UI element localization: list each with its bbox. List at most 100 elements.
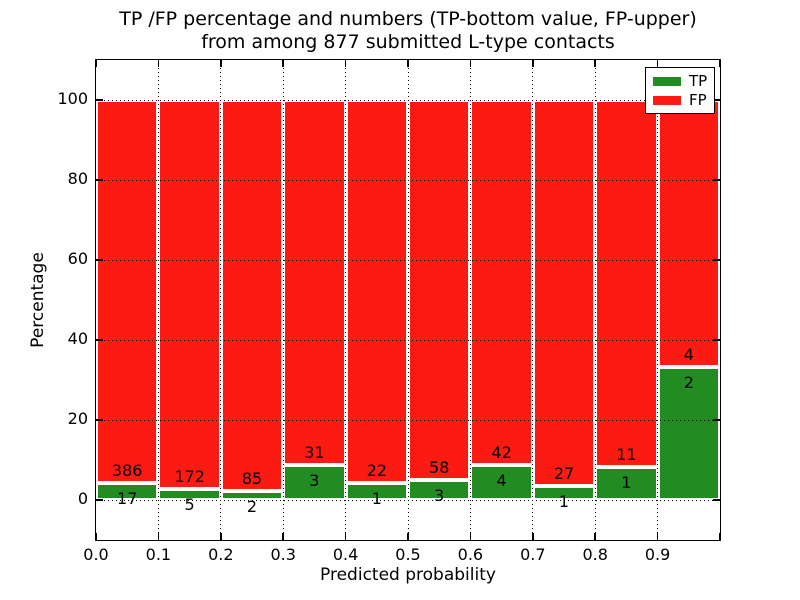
x-tick-mark-top xyxy=(282,60,284,67)
tp-bar-segment xyxy=(96,483,159,500)
y-axis-label: Percentage xyxy=(28,252,48,348)
y-tick-mark xyxy=(96,339,103,341)
x-tick-mark xyxy=(95,533,97,540)
fp-bar-segment xyxy=(220,100,284,491)
x-tick-mark-top xyxy=(220,60,222,67)
gridline-vertical xyxy=(345,60,347,540)
y-tick-label: 100 xyxy=(57,89,88,108)
y-tick-mark-right xyxy=(713,259,720,261)
y-tick-label: 0 xyxy=(77,489,88,508)
tp-bar-segment xyxy=(532,485,596,500)
fp-bar-segment xyxy=(96,100,159,484)
gridline-vertical xyxy=(220,60,222,540)
tp-bar-segment xyxy=(158,488,221,500)
fp-count-label: 31 xyxy=(304,442,325,462)
x-tick-mark xyxy=(282,533,284,540)
fp-bar-segment xyxy=(283,100,346,465)
y-tick-mark-right xyxy=(713,339,720,341)
tp-count-label: 1 xyxy=(621,472,632,492)
y-tick-label: 20 xyxy=(67,409,88,428)
x-tick-label: 0.4 xyxy=(332,545,359,564)
x-tick-mark xyxy=(344,533,347,540)
fp-count-label: 4 xyxy=(683,344,694,364)
x-tick-mark xyxy=(656,533,659,540)
x-tick-mark-top xyxy=(594,60,596,67)
tp-bar-segment xyxy=(345,482,408,500)
fp-count-label: 11 xyxy=(616,444,637,464)
y-tick-mark xyxy=(96,259,103,261)
chart-title-line2: from among 877 submitted L-type contacts xyxy=(201,31,615,53)
gridline-vertical xyxy=(469,60,471,540)
y-tick-mark-right xyxy=(713,179,720,181)
gridline-vertical xyxy=(282,60,284,540)
y-tick-label: 80 xyxy=(67,169,88,188)
fp-bar-segment xyxy=(470,100,533,466)
tp-bar-segment xyxy=(283,464,346,500)
fp-count-label: 172 xyxy=(174,466,205,486)
x-tick-mark xyxy=(157,533,160,540)
tp-count-label: 1 xyxy=(558,491,570,511)
tp-bar-segment xyxy=(595,466,658,500)
x-tick-mark-top xyxy=(469,60,472,67)
x-tick-mark xyxy=(220,533,222,540)
tp-count-label: 3 xyxy=(309,470,320,490)
x-tick-mark xyxy=(532,533,534,540)
tp-count-label: 2 xyxy=(246,496,258,516)
fp-count-label: 58 xyxy=(429,458,450,478)
x-tick-label: 0.6 xyxy=(457,545,484,564)
tp-count-label: 1 xyxy=(371,488,382,508)
tp-count-label: 17 xyxy=(117,489,138,509)
tp-count-label: 3 xyxy=(434,486,445,506)
x-tick-mark-top xyxy=(532,60,534,67)
y-tick-mark xyxy=(96,419,103,421)
x-tick-mark-top xyxy=(407,60,409,67)
legend-label-tp: TP xyxy=(689,71,708,90)
plot-area: 386 17 172 5 85 2 31 3 22 1 58 3 42 4 27 1 11 1 4 2 xyxy=(95,59,721,541)
x-axis-label: Predicted probability xyxy=(320,565,496,585)
chart-title-line1: TP /FP percentage and numbers (TP-bottom… xyxy=(119,8,697,30)
gridline-vertical xyxy=(657,60,659,540)
x-tick-label: 0.2 xyxy=(208,545,234,564)
x-tick-mark-top xyxy=(344,60,347,67)
tp-bar-segment xyxy=(657,366,720,500)
x-tick-mark xyxy=(719,533,721,540)
x-tick-label: 0.1 xyxy=(145,545,172,564)
fp-count-label: 42 xyxy=(491,443,512,463)
x-tick-label: 0.7 xyxy=(520,545,546,564)
y-tick-label: 60 xyxy=(67,249,88,268)
legend-swatch-fp xyxy=(653,95,681,105)
y-tick-mark xyxy=(96,499,103,501)
x-tick-mark-top xyxy=(157,60,160,67)
fp-count-label: 27 xyxy=(553,463,575,483)
y-tick-mark-right xyxy=(713,499,720,501)
x-tick-label: 0.5 xyxy=(395,545,421,564)
fp-bar-segment xyxy=(345,100,408,483)
legend: TP FP xyxy=(645,67,715,114)
fp-count-label: 22 xyxy=(366,460,387,480)
y-tick-mark-right xyxy=(713,419,720,421)
y-tick-label: 40 xyxy=(67,329,88,348)
tp-count-label: 5 xyxy=(184,494,195,514)
fp-bar-segment xyxy=(657,100,720,367)
x-tick-mark xyxy=(594,533,596,540)
x-tick-mark-top xyxy=(656,60,659,67)
tp-count-label: 2 xyxy=(683,372,694,392)
gridline-vertical xyxy=(157,60,159,540)
legend-entry-tp: TP xyxy=(653,71,708,90)
tp-bar-segment xyxy=(220,490,284,500)
legend-entry-fp: FP xyxy=(653,92,707,107)
x-tick-label: 0.0 xyxy=(83,545,109,564)
y-tick-mark xyxy=(96,179,103,181)
tp-bar-segment xyxy=(470,465,533,500)
legend-swatch-tp xyxy=(653,76,681,86)
y-tick-mark-right xyxy=(713,99,720,101)
gridline-vertical xyxy=(407,60,409,540)
tp-bar-segment xyxy=(408,480,471,500)
x-tick-mark xyxy=(407,533,409,540)
tp-count-label: 4 xyxy=(496,471,507,491)
x-tick-label: 0.9 xyxy=(644,545,671,564)
x-tick-mark-top xyxy=(719,60,721,67)
fp-bar-segment xyxy=(158,100,221,489)
fp-bar-segment xyxy=(595,100,658,467)
